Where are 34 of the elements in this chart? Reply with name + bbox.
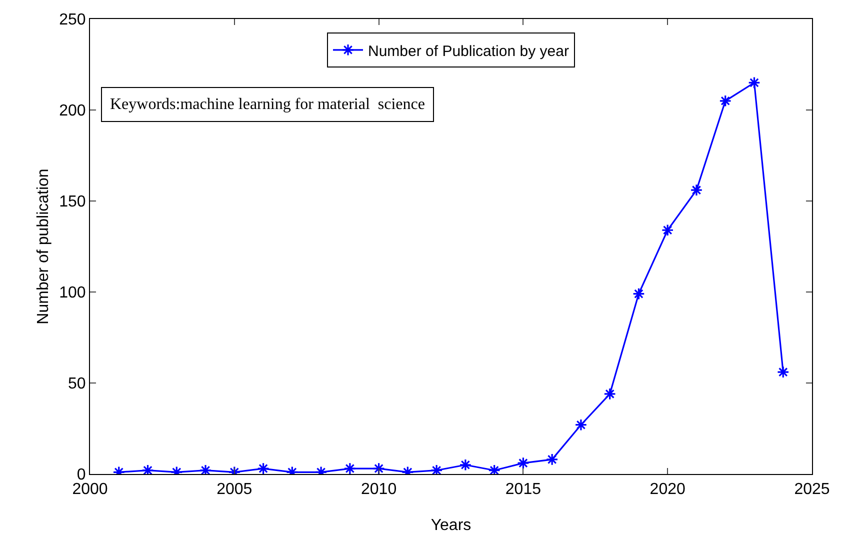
point <box>604 388 616 400</box>
annotation: Keywords:machine learning for material science <box>110 96 425 113</box>
point <box>546 453 558 466</box>
point <box>632 288 645 300</box>
legend-label: Number of Publication by year <box>368 42 569 60</box>
x-tick-label: 2005 <box>216 481 252 498</box>
point <box>517 456 530 470</box>
x-tick-label: 2015 <box>505 481 542 498</box>
point <box>719 94 732 108</box>
x-axis-title: Years <box>430 517 472 534</box>
point <box>257 462 270 474</box>
point <box>488 464 501 474</box>
y-tick-label: 0 <box>76 466 86 484</box>
x-tick-label: 2020 <box>650 481 686 498</box>
point <box>748 76 760 89</box>
point <box>372 462 385 474</box>
point <box>690 184 703 196</box>
point <box>344 462 356 474</box>
point <box>459 458 472 472</box>
point <box>142 464 154 474</box>
x-tick-label: 2000 <box>72 481 108 498</box>
y-tick-label: 150 <box>59 194 86 211</box>
y-tick-label: 250 <box>59 12 86 29</box>
point <box>199 464 212 474</box>
y-tick-label: 50 <box>68 376 86 393</box>
point <box>776 366 790 378</box>
point <box>661 224 674 236</box>
y-tick-label: 200 <box>59 102 86 120</box>
x-tick-label: 2025 <box>794 481 830 498</box>
point <box>430 464 443 474</box>
y-tick-label: 100 <box>59 284 86 302</box>
point <box>574 418 588 432</box>
y-axis-title: Number of publication <box>35 168 52 324</box>
x-tick-label: 2010 <box>361 481 397 498</box>
